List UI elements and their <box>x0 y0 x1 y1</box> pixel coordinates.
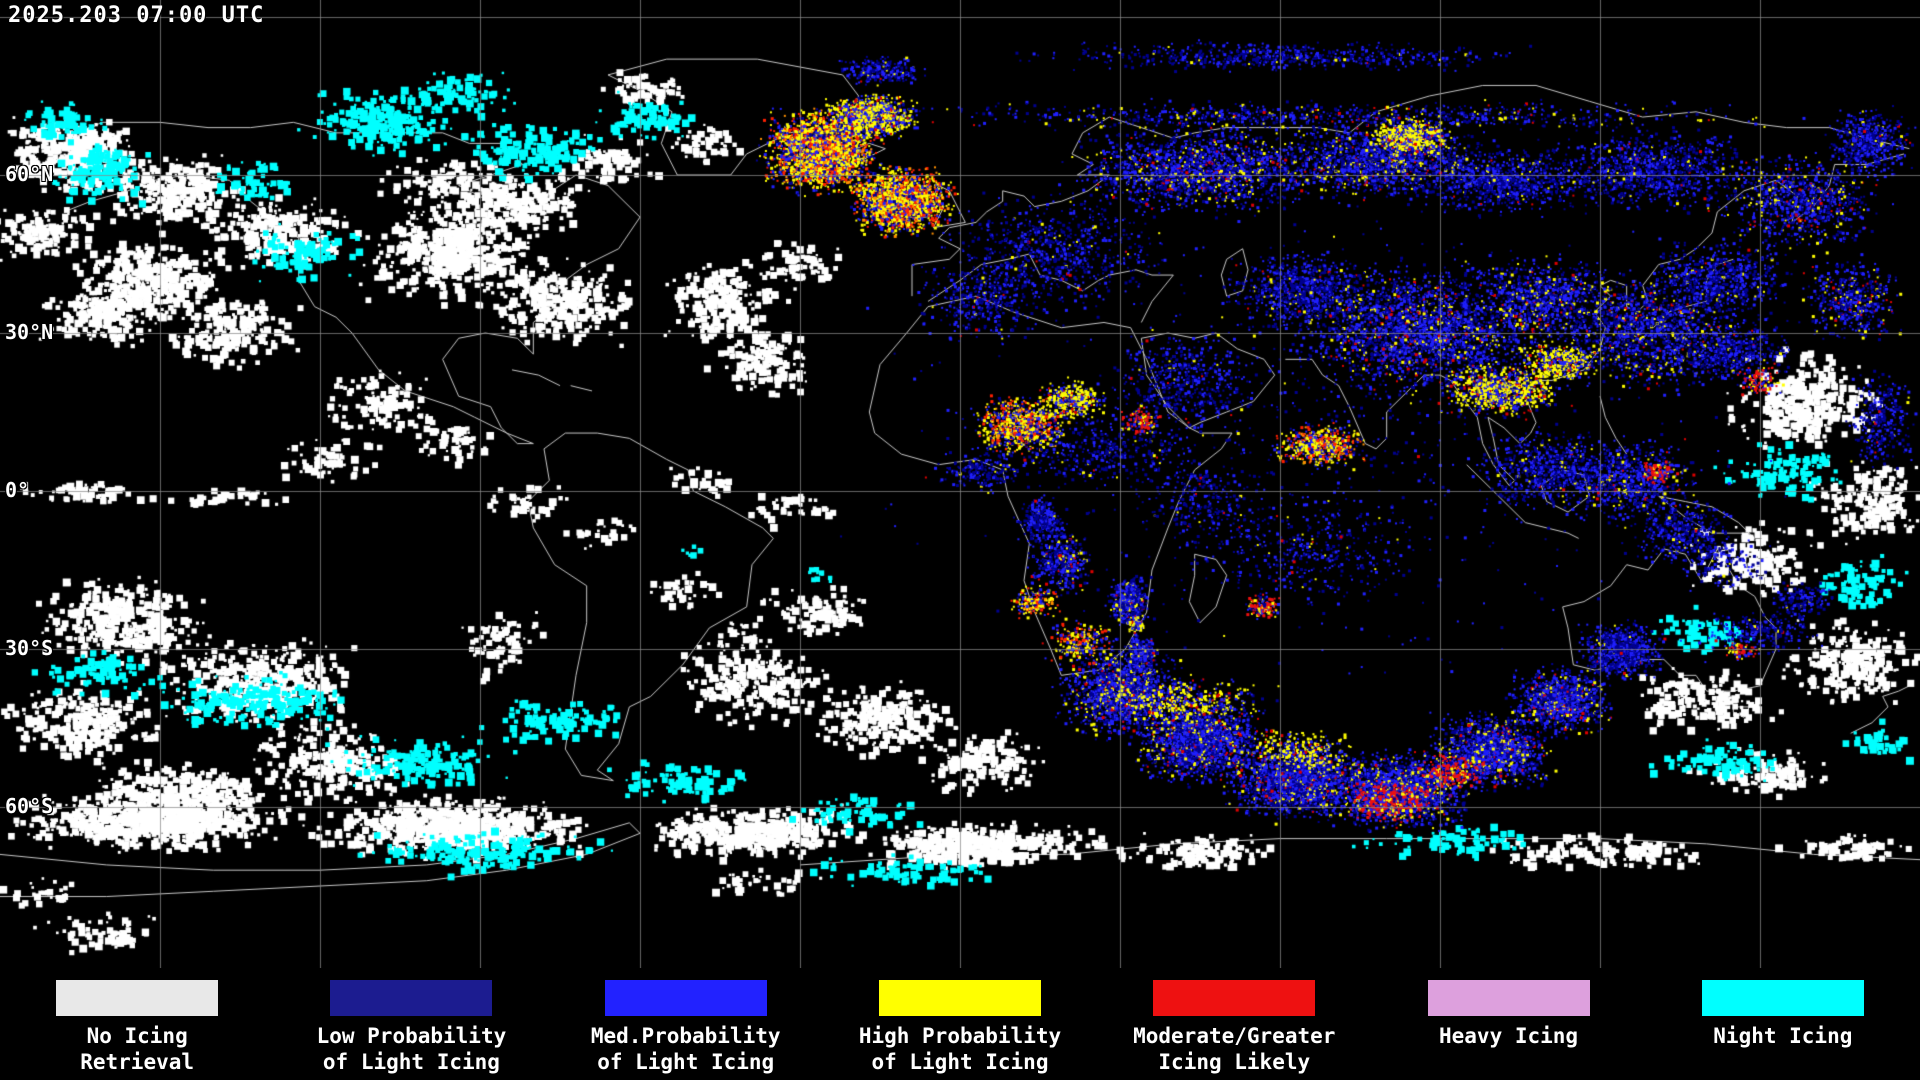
lat-label-0: 0° <box>5 478 30 502</box>
legend-label: Med.Probability <box>590 1024 781 1048</box>
legend-label: Retrieval <box>80 1050 195 1074</box>
legend-item-high-probability: High Probability of Light Icing <box>823 968 1097 1075</box>
lat-label-30n: 30°N <box>5 320 54 344</box>
world-icing-map-canvas <box>0 0 1920 968</box>
lat-label-60s: 60°S <box>5 794 54 818</box>
legend-label: Low Probability <box>316 1024 507 1048</box>
legend-label: Icing Likely <box>1158 1050 1311 1074</box>
lat-label-60n: 60°N <box>5 162 54 186</box>
legend-item-med-probability: Med.Probability of Light Icing <box>549 968 823 1075</box>
legend-label: Heavy Icing <box>1439 1024 1579 1048</box>
legend-swatch-heavy-icing <box>1427 980 1590 1016</box>
legend-item-night-icing: Night Icing <box>1646 968 1920 1049</box>
legend-item-heavy-icing: Heavy Icing <box>1371 968 1645 1049</box>
legend-item-no-icing: No Icing Retrieval <box>0 968 274 1075</box>
legend-swatch-night-icing <box>1701 980 1864 1016</box>
legend-label: of Light Icing <box>871 1050 1049 1074</box>
legend-label: Moderate/Greater <box>1133 1024 1336 1048</box>
timestamp-label: 2025.203 07:00 UTC <box>8 3 265 28</box>
legend: No Icing Retrieval Low Probability of Li… <box>0 968 1920 1080</box>
legend-swatch-no-icing <box>56 980 219 1016</box>
legend-swatch-low-probability <box>330 980 493 1016</box>
legend-label: of Light Icing <box>597 1050 775 1074</box>
legend-swatch-moderate-greater <box>1153 980 1316 1016</box>
legend-swatch-high-probability <box>878 980 1041 1016</box>
legend-label: High Probability <box>858 1024 1062 1048</box>
legend-item-low-probability: Low Probability of Light Icing <box>274 968 548 1075</box>
lat-label-30s: 30°S <box>5 636 54 660</box>
legend-label: No Icing <box>86 1024 188 1048</box>
legend-label: of Light Icing <box>322 1050 500 1074</box>
legend-swatch-med-probability <box>604 980 767 1016</box>
legend-label: Night Icing <box>1713 1024 1853 1048</box>
legend-item-moderate-greater: Moderate/Greater Icing Likely <box>1097 968 1371 1075</box>
